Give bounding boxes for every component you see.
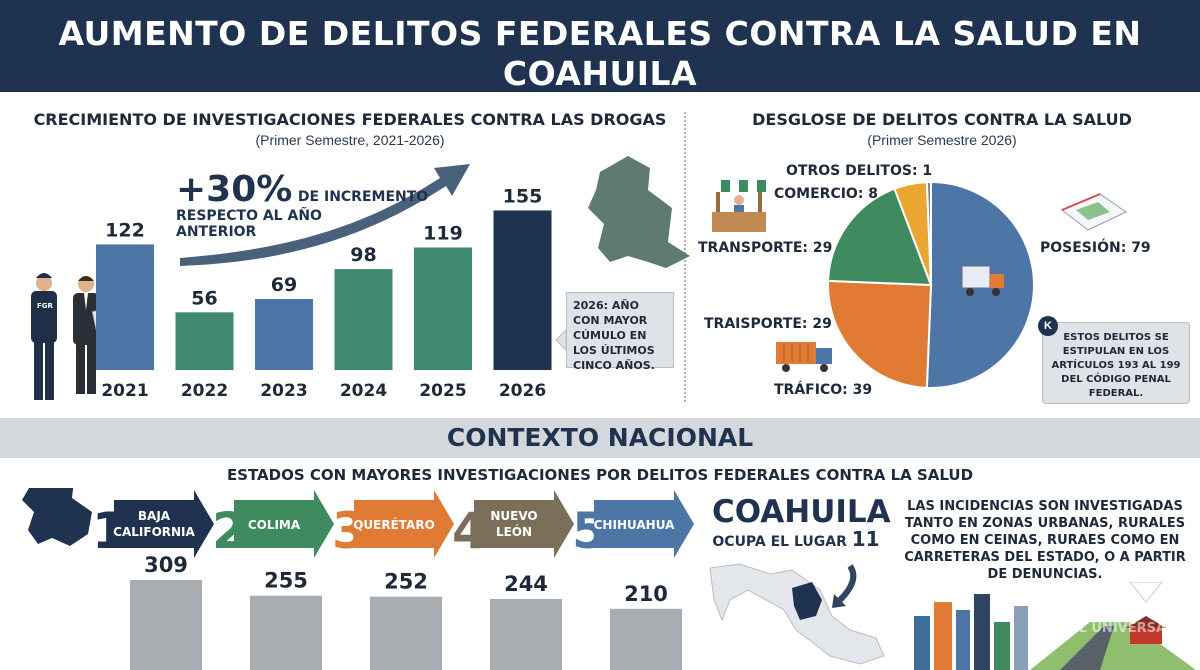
growth-bar-value: 98 [350, 244, 376, 266]
national-context-band: CONTEXTO NACIONAL [0, 418, 1200, 458]
growth-callout-percent: +30% [176, 169, 293, 210]
growth-bar [414, 247, 472, 370]
growth-callout-line3: ANTERIOR [176, 224, 257, 240]
coahuila-map-icon [588, 156, 690, 268]
state-bar-value: 309 [144, 553, 188, 577]
growth-bar-value: 122 [105, 219, 145, 241]
growth-category-label: 2025 [419, 381, 466, 401]
legal-note-text: ESTOS DELITOS SE ESTIPULAN EN LOS ARTÍCU… [1051, 332, 1181, 399]
coahuila-rank-number: 11 [851, 527, 880, 551]
rank-arrow [114, 490, 214, 558]
state-bar [370, 596, 442, 670]
rank-arrow [474, 490, 574, 558]
officer-badge: FGR [37, 302, 54, 310]
pie-label-otros: OTROS DELITOS: 1 [786, 163, 932, 179]
growth-note: 2026: AÑO CON MAYOR CÚMULO EN LOS ÚLTIMO… [566, 292, 674, 372]
rank-state-label: NUEVO [490, 509, 537, 523]
state-bar-value: 252 [384, 570, 428, 594]
state-bar [130, 580, 202, 670]
page-subtitle: Datos de la Fiscalía General de la Repúb… [263, 95, 937, 116]
mexico-map-icon [709, 563, 885, 665]
pie-slice [925, 180, 932, 286]
coahuila-name: COAHUILA [712, 494, 891, 530]
rank-state-label: CALIFORNIA [113, 525, 195, 539]
state-bar [490, 598, 562, 670]
state-bar [610, 608, 682, 670]
legal-note: ESTOS DELITOS SE ESTIPULAN EN LOS ARTÍCU… [1042, 322, 1190, 404]
pie-slice [827, 279, 933, 389]
growth-callout-line1: DE INCREMENTO [297, 189, 429, 205]
rank-arrow [354, 490, 454, 558]
rank-arrow [234, 490, 334, 558]
state-bar-value: 244 [504, 572, 548, 596]
growth-title: CRECIMIENTO DE INVESTIGACIONES FEDERALES… [33, 110, 667, 129]
state-bar [250, 595, 322, 670]
growth-bar-value: 56 [191, 287, 217, 309]
pie-label-posesion: POSESIÓN: 79 [1040, 238, 1151, 256]
breakdown-subtitle: (Primer Semestre 2026) [867, 132, 1017, 148]
breakdown-pie-chart: OTROS DELITOS: 1 COMERCIO: 8 TRANSPORTE:… [698, 163, 1151, 398]
growth-bar-value: 69 [271, 274, 297, 296]
truck-icon [961, 265, 1004, 296]
rank-state-label: BAJA [138, 509, 171, 523]
growth-bar-value: 155 [503, 185, 543, 207]
container-truck-icon [776, 342, 832, 372]
growth-category-label: 2026 [499, 381, 546, 401]
rank-state-label: LEÓN [496, 524, 532, 539]
pie-slice [827, 187, 933, 287]
legal-note-badge: K [1038, 316, 1058, 336]
watermark: EL UNIVERSAL [1070, 621, 1175, 636]
market-stall-icon [712, 180, 766, 232]
rank-state-label: COLIMA [248, 518, 301, 532]
growth-subtitle: (Primer Semestre, 2021-2026) [255, 132, 445, 148]
coahuila-rank-block: COAHUILA OCUPA EL LUGAR 11 [712, 494, 891, 551]
officer-figures-icon: FGR [31, 273, 111, 400]
growth-bar [255, 298, 313, 370]
pie-label-trafico: TRÁFICO: 39 [774, 381, 872, 398]
growth-bar [334, 269, 393, 370]
pie-label-trasporte: TRAISPORTE: 29 [704, 316, 832, 332]
growth-callout-line2: RESPECTO AL AÑO [176, 208, 322, 224]
note-pointer [555, 328, 567, 352]
header-banner: AUMENTO DE DELITOS FEDERALES CONTRA LA S… [0, 0, 1200, 116]
growth-category-label: 2022 [181, 381, 228, 401]
growth-category-label: 2024 [340, 381, 387, 401]
growth-bar [175, 312, 234, 370]
city-road-illustration: EL UNIVERSAL [914, 582, 1196, 670]
rank-arrow [594, 490, 694, 558]
national-context-title: CONTEXTO NACIONAL [446, 423, 754, 452]
trend-arrow [180, 164, 470, 266]
national-ranking-title: ESTADOS CON MAYORES INVESTIGACIONES POR … [226, 466, 974, 484]
growth-callout: +30% DE INCREMENTO RESPECTO AL AÑO ANTER… [176, 169, 429, 241]
breakdown-title: DESGLOSE DE DELITOS CONTRA LA SALUD [752, 110, 1132, 129]
growth-bar-value: 119 [423, 223, 463, 245]
coahuila-rank-line: OCUPA EL LUGAR 11 [712, 527, 880, 551]
state-bar-value: 255 [264, 569, 308, 593]
state-bar-value: 210 [624, 582, 668, 606]
growth-bar [96, 244, 154, 370]
growth-category-label: 2021 [101, 381, 148, 401]
pie-label-transporte: TRANSPORTE: 29 [698, 240, 832, 256]
rank-state-label: QUERÉTARO [353, 517, 435, 532]
growth-bar [493, 210, 552, 370]
investigation-areas-text: LAS INCIDENCIAS SON INVESTIGADAS TANTO E… [904, 499, 1186, 582]
pie-label-comercio: COMERCIO: 8 [774, 186, 878, 202]
rank-state-label: CHIHUAHUA [594, 518, 675, 532]
coahuila-small-map-icon [22, 488, 92, 546]
drug-bag-icon [1061, 193, 1127, 231]
page-title: AUMENTO DE DELITOS FEDERALES CONTRA LA S… [58, 14, 1142, 93]
coahuila-rank-text: OCUPA EL LUGAR [712, 534, 847, 550]
growth-bar-chart: FGR 122 2021 56 2022 69 2023 98 2024 119 2025 155 2… [31, 156, 690, 401]
growth-category-label: 2023 [260, 381, 307, 401]
